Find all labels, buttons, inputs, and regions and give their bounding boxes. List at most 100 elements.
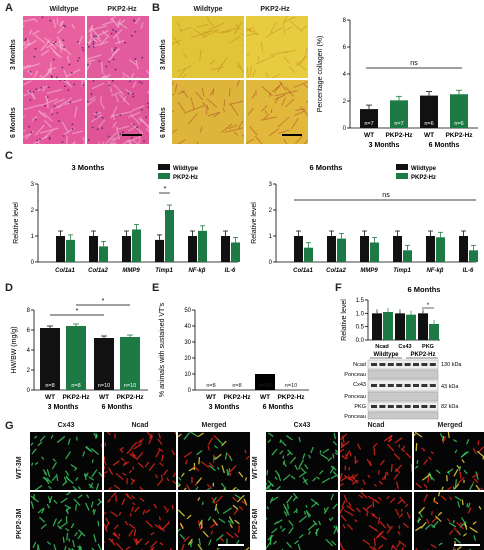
y-tick-label: 4: [27, 348, 31, 354]
y-tick-label: 0.0: [356, 338, 365, 344]
bar: [66, 326, 86, 390]
cx43-image: [266, 432, 338, 490]
bar: [40, 328, 60, 390]
merged-image: [178, 492, 250, 550]
ncad-image: [104, 432, 176, 490]
group-label: 6 Months: [263, 404, 294, 411]
he-image-wt-3m: [23, 16, 85, 78]
x-tick-label: Col1a1: [55, 268, 75, 274]
he-image-wt-6m: [23, 80, 85, 144]
y-tick-label: 30: [184, 340, 191, 346]
bar: [66, 239, 75, 262]
bar: [459, 236, 468, 262]
x-tick-label: Ncad: [375, 344, 388, 350]
chart-e-vt: 0 10 20 30 40 50 % animals with sustained VT's…: [159, 302, 309, 411]
blot-band: [387, 384, 394, 387]
y-tick-label: 1.0: [356, 311, 365, 317]
bar: [165, 210, 174, 262]
legend-label: PKP2-Hz: [411, 175, 436, 181]
x-tick-label: MMP9: [122, 268, 140, 274]
significance-label: *: [427, 303, 430, 309]
n-label: n=6: [454, 121, 463, 127]
panel-g-row-label: PKP2-6M: [252, 508, 259, 539]
x-tick-label: WT: [206, 394, 216, 401]
panel-b-col-pkp2: PKP2-Hz: [260, 6, 290, 13]
bar: [155, 239, 164, 262]
y-tick-label: 2: [343, 99, 347, 105]
bar: [327, 236, 336, 262]
x-tick-label: Timp1: [393, 268, 411, 274]
y-tick-label: 6: [27, 328, 31, 334]
ncad-image: [340, 432, 412, 490]
panel-label-f: F: [335, 282, 342, 294]
n-label: n=8: [71, 383, 80, 389]
y-tick-label: 0: [27, 388, 31, 394]
chart-c-6months: 0 1 2 3 Relative level 6 Months Wildtype PKP2-H…: [251, 163, 478, 274]
bar: [395, 313, 405, 340]
x-tick-label: NF-kβ: [188, 268, 205, 274]
blot-band: [429, 384, 436, 387]
blot-band: [404, 384, 411, 387]
blot-band: [396, 405, 403, 408]
y-tick-label: 6: [343, 45, 347, 51]
bar: [198, 230, 207, 262]
y-tick-label: 8: [27, 308, 31, 314]
y-axis-label: Relative level: [251, 202, 258, 244]
merged-image: [178, 432, 250, 490]
legend-swatch: [158, 173, 170, 179]
blot-band: [387, 363, 394, 366]
panel-label-b: B: [152, 2, 160, 14]
bar: [304, 247, 313, 262]
blot-band: [371, 405, 377, 408]
panel-b-row-6months: 6 Months: [160, 107, 167, 138]
y-tick-label: 50: [184, 308, 191, 314]
group-label: 3 Months: [209, 404, 240, 411]
collagen-image-wt-6m: [172, 80, 244, 144]
blot-row-label: PKG: [354, 404, 366, 410]
scale-bar: [454, 544, 480, 546]
chart-title: 3 Months: [72, 163, 105, 172]
ncad-image: [340, 492, 412, 550]
group-label: 3 Months: [48, 404, 79, 411]
y-tick-label: 2: [269, 208, 273, 214]
blot-band: [371, 363, 377, 366]
bar: [429, 324, 439, 340]
group-label: 6 Months: [429, 142, 460, 149]
bar: [122, 236, 131, 262]
ncad-image: [104, 492, 176, 550]
significance-label: *: [76, 308, 79, 315]
bar: [255, 374, 275, 390]
n-label: n=10: [124, 383, 136, 389]
panel-g-row-label: WT-3M: [16, 456, 23, 479]
bar: [469, 250, 478, 262]
n-label: n=10: [259, 383, 271, 389]
bar: [99, 246, 108, 262]
panel-a-col-wildtype: Wildtype: [49, 6, 79, 13]
group-label: 3 Months: [369, 142, 400, 149]
bar: [403, 250, 412, 262]
blot-band: [429, 363, 436, 366]
panel-a-row-6months: 6 Months: [10, 107, 17, 138]
panel-a-row-3months: 3 Months: [10, 39, 17, 70]
blot-row-label: Ponceau: [344, 394, 366, 400]
group-label: 6 Months: [102, 404, 133, 411]
panel-g-col-title: Ncad: [131, 422, 149, 429]
chart-c-3months: 0 1 2 3 Relative level 3 Months Wildtype PKP2-H…: [13, 163, 240, 274]
panel-g-col-title: Merged: [437, 422, 463, 429]
panel-label-c: C: [5, 150, 13, 162]
he-image-pkp2-6m: [87, 80, 149, 144]
he-image-pkp2-3m: [87, 16, 149, 78]
blot-band: [396, 384, 403, 387]
scale-bar: [282, 134, 302, 136]
bar: [420, 95, 438, 128]
bar: [360, 236, 369, 262]
x-tick-label: IL-6: [463, 268, 474, 274]
n-label: n=8: [232, 383, 241, 389]
y-axis-label: Relative level: [341, 299, 348, 341]
chart-title: 6 Months: [408, 285, 441, 294]
bar: [231, 242, 240, 262]
scale-bar: [218, 544, 244, 546]
y-tick-label: 1: [269, 234, 273, 240]
legend-label: Wildtype: [173, 166, 199, 172]
x-tick-label: WT: [260, 394, 270, 401]
